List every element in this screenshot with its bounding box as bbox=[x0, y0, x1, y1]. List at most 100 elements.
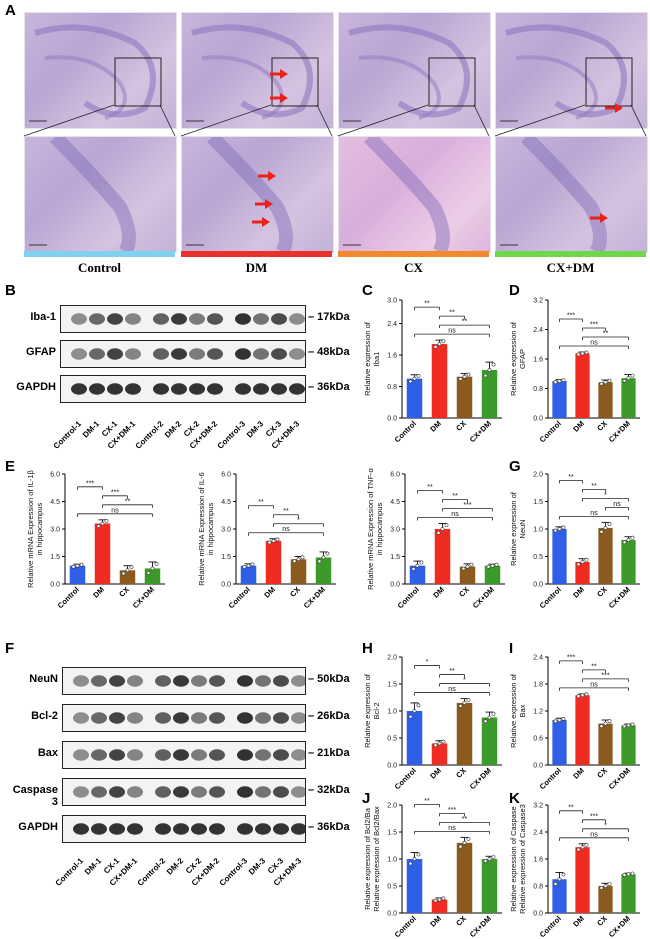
data-point bbox=[412, 857, 417, 861]
significance-label: ** bbox=[591, 483, 597, 490]
significance-label: * bbox=[426, 659, 429, 666]
y-axis-label: Relative mRNA Expression of TNF-α bbox=[366, 467, 375, 589]
data-point bbox=[300, 555, 305, 560]
category-label: CX bbox=[595, 419, 609, 433]
blot-strip bbox=[60, 375, 306, 403]
red-arrow-icon bbox=[252, 214, 270, 227]
significance-label: ns bbox=[448, 328, 456, 335]
group-label: DM bbox=[245, 260, 268, 275]
y-tick-label: 1.8 bbox=[533, 682, 543, 689]
significance-label: *** bbox=[590, 813, 598, 820]
y-tick-label: 4.5 bbox=[221, 499, 231, 506]
y-tick-label: 0.8 bbox=[387, 384, 397, 391]
data-point bbox=[483, 858, 488, 863]
significance-label: ns bbox=[590, 510, 598, 517]
data-point bbox=[250, 562, 255, 567]
red-arrow-icon bbox=[270, 90, 288, 103]
blot-strip bbox=[62, 741, 307, 769]
group-label: CX bbox=[404, 260, 423, 275]
data-point bbox=[487, 368, 492, 372]
panel-label-d: D bbox=[509, 282, 520, 299]
category-label: CX+DM bbox=[468, 914, 493, 939]
significance-label: *** bbox=[448, 807, 456, 814]
data-point bbox=[603, 721, 608, 726]
data-point bbox=[461, 566, 466, 571]
bar bbox=[265, 540, 282, 584]
bar bbox=[434, 529, 451, 584]
data-point bbox=[466, 697, 471, 702]
data-point bbox=[576, 694, 581, 699]
category-label: CX+DM bbox=[607, 914, 632, 939]
significance-label: ** bbox=[568, 804, 574, 811]
y-tick-label: 1.2 bbox=[533, 709, 543, 716]
category-label: DM bbox=[91, 585, 106, 600]
data-point bbox=[465, 564, 470, 569]
data-point bbox=[603, 526, 608, 530]
category-label: CX bbox=[288, 585, 302, 599]
data-point bbox=[487, 857, 492, 861]
bar bbox=[240, 565, 257, 584]
y-tick-label: 0.0 bbox=[221, 582, 231, 589]
data-point bbox=[411, 566, 416, 571]
y-tick-label: 2.4 bbox=[533, 327, 543, 334]
group-label: CX+DM bbox=[546, 260, 595, 275]
y-tick-label: 2.4 bbox=[533, 830, 543, 837]
y-axis-label: in hippocampus bbox=[375, 502, 384, 555]
category-label: Control bbox=[538, 419, 563, 444]
significance-label: ** bbox=[424, 301, 430, 308]
data-point bbox=[408, 379, 413, 384]
significance-label: ** bbox=[427, 484, 433, 491]
bar bbox=[552, 879, 567, 913]
data-point bbox=[599, 529, 604, 534]
category-label: CX+DM bbox=[131, 585, 156, 610]
y-axis-label: Relative expression of Bcl2/Bax bbox=[372, 806, 381, 912]
bar bbox=[144, 568, 161, 584]
y-axis-label: Relative expression of bbox=[509, 491, 518, 566]
y-tick-label: 0.0 bbox=[390, 582, 400, 589]
kda-label: – 50kDa bbox=[308, 673, 350, 685]
data-point bbox=[246, 563, 251, 568]
category-label: Control bbox=[538, 914, 563, 939]
data-point bbox=[242, 565, 247, 569]
bar bbox=[575, 562, 590, 584]
data-point bbox=[100, 521, 105, 526]
bar bbox=[621, 540, 636, 584]
data-point bbox=[419, 560, 424, 565]
bar bbox=[431, 743, 448, 765]
data-point bbox=[296, 557, 301, 562]
significance-label: ns bbox=[613, 501, 621, 508]
data-point bbox=[603, 380, 608, 385]
panel-label-b: B bbox=[5, 282, 16, 299]
data-point bbox=[412, 376, 417, 381]
protein-label: NeuN bbox=[29, 673, 58, 685]
significance-label: *** bbox=[601, 672, 609, 679]
y-tick-label: 1.5 bbox=[390, 554, 400, 561]
y-axis-label: in hippocampus bbox=[35, 502, 44, 555]
data-point bbox=[580, 693, 585, 698]
y-tick-label: 1.0 bbox=[387, 857, 397, 864]
data-point bbox=[622, 724, 627, 729]
category-label: DM bbox=[571, 585, 586, 600]
bar bbox=[406, 859, 423, 913]
category-label: DM bbox=[428, 766, 443, 781]
data-point bbox=[622, 872, 627, 877]
panel-label-j: J bbox=[362, 790, 371, 807]
y-tick-label: 6.0 bbox=[390, 472, 400, 479]
data-point bbox=[415, 563, 420, 568]
data-point bbox=[466, 837, 471, 841]
y-axis-label: Relative expression of Bcl2/Ba bbox=[363, 807, 372, 910]
y-axis-label: in hippocampus bbox=[206, 502, 215, 555]
significance-label: ** bbox=[462, 319, 468, 326]
panel-label-e: E bbox=[5, 458, 16, 475]
data-point bbox=[317, 559, 322, 564]
data-point bbox=[412, 709, 417, 713]
data-point bbox=[607, 882, 612, 887]
y-tick-label: 0.5 bbox=[533, 554, 543, 561]
y-tick-label: 2.0 bbox=[533, 472, 543, 479]
bar bbox=[552, 529, 567, 584]
data-point bbox=[599, 885, 604, 890]
y-axis-label: Relative expression of bbox=[363, 321, 372, 396]
bar bbox=[621, 874, 636, 913]
data-point bbox=[271, 539, 276, 543]
histology-zoom-image bbox=[24, 136, 177, 253]
